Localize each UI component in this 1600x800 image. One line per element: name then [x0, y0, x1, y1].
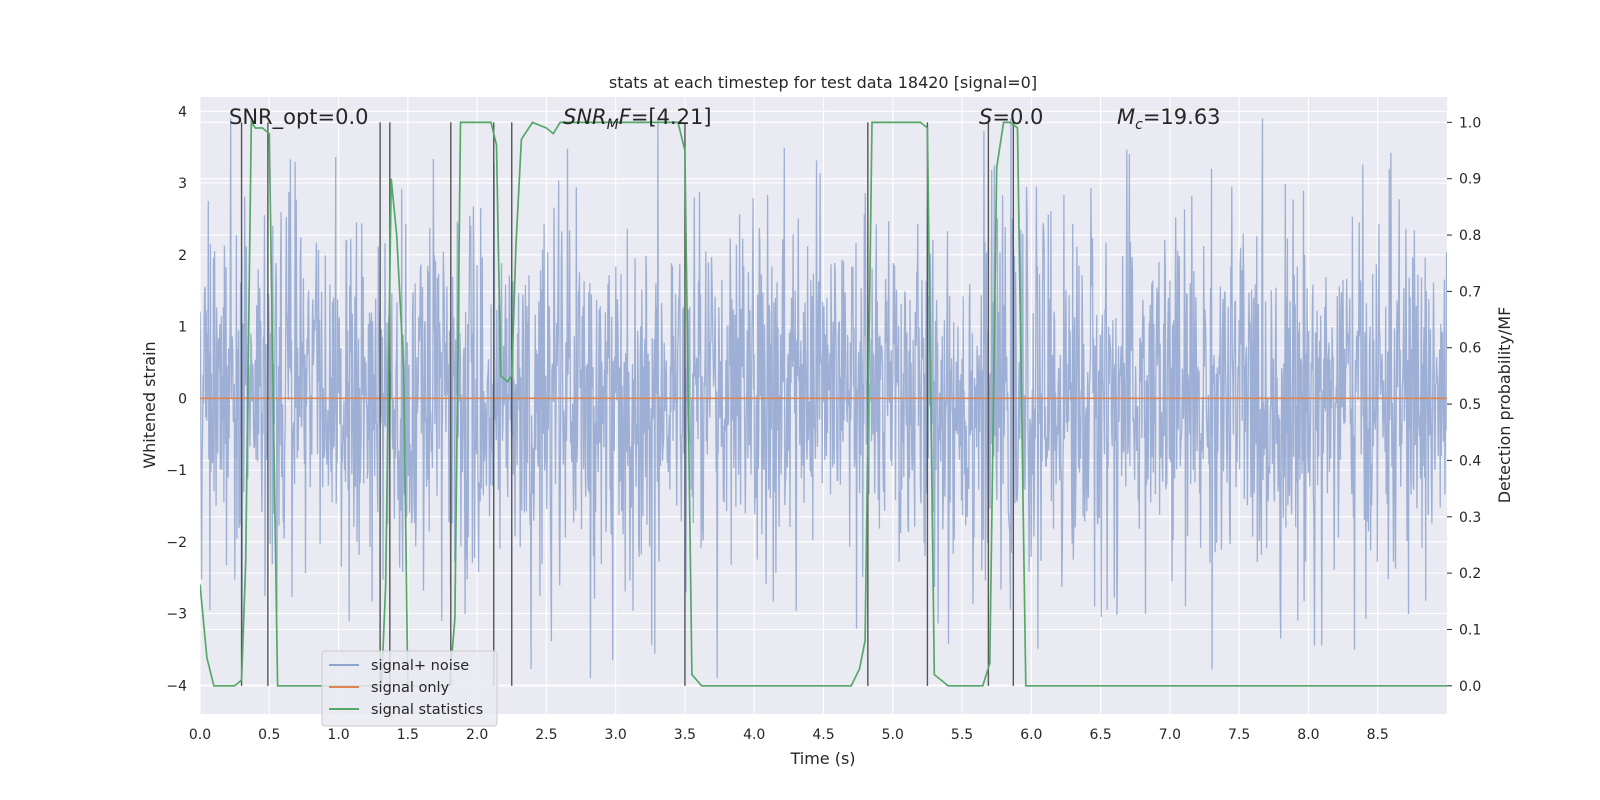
x-tick-label-8: 4.0 — [743, 727, 765, 743]
x-tick-label-4: 2.0 — [466, 727, 488, 743]
legend-label-signal-plus-noise: signal+ noise — [371, 658, 469, 674]
y-left-tick-label-7: −3 — [166, 607, 187, 623]
y-left-tick-label-2: 2 — [178, 248, 187, 264]
x-tick-label-10: 5.0 — [882, 727, 904, 743]
y-axis-right-ticks: 1.0 0.9 0.8 0.7 0.6 0.5 0.4 0.3 0.2 0.1 0.0 — [1447, 115, 1481, 695]
legend-label-signal-statistics: signal statistics — [371, 702, 483, 718]
x-tick-label-0: 0.0 — [189, 727, 211, 743]
y-right-tick-label-5: 0.5 — [1459, 397, 1481, 413]
series-signal-plus-noise — [200, 118, 1447, 679]
y-right-tick-label-0: 1.0 — [1459, 115, 1481, 131]
y-left-tick-label-0: 4 — [178, 104, 187, 120]
plot-area — [200, 118, 1447, 687]
y-right-tick-label-4: 0.6 — [1459, 341, 1481, 357]
y-axis-left-label: Whitened strain — [140, 341, 159, 468]
y-left-tick-label-1: 3 — [178, 176, 187, 192]
x-tick-label-3: 1.5 — [397, 727, 419, 743]
y-left-tick-label-6: −2 — [166, 535, 187, 551]
chart-title: stats at each timestep for test data 184… — [609, 73, 1037, 92]
x-tick-label-11: 5.5 — [951, 727, 973, 743]
y-right-tick-label-9: 0.1 — [1459, 622, 1481, 638]
y-left-tick-label-8: −4 — [166, 678, 187, 694]
annotation-s: S=0.0 — [979, 105, 1043, 129]
x-axis-ticks: 0.0 0.5 1.0 1.5 2.0 2.5 3.0 3.5 4.0 4.5 5.0 5.5 6.0 6… — [189, 727, 1389, 743]
annotation-mc: Mc=19.63 — [1117, 105, 1221, 133]
y-right-tick-label-7: 0.3 — [1459, 510, 1481, 526]
y-right-tick-label-10: 0.0 — [1459, 679, 1481, 695]
annotation-snr-mf: SNRMF=[4.21] — [563, 105, 712, 133]
legend: signal+ noise signal only signal statist… — [321, 650, 498, 727]
legend-box — [321, 650, 498, 727]
legend-label-signal-only: signal only — [371, 680, 450, 696]
y-left-tick-label-4: 0 — [178, 391, 187, 407]
y-right-tick-label-3: 0.7 — [1459, 284, 1481, 300]
x-tick-label-15: 7.5 — [1228, 727, 1250, 743]
vertical-markers — [240, 122, 1015, 686]
x-tick-label-16: 8.0 — [1297, 727, 1319, 743]
x-tick-label-13: 6.5 — [1089, 727, 1111, 743]
x-axis-label: Time (s) — [789, 749, 855, 768]
y-right-tick-label-2: 0.8 — [1459, 228, 1481, 244]
x-tick-label-9: 4.5 — [812, 727, 834, 743]
x-tick-label-17: 8.5 — [1367, 727, 1389, 743]
y-left-tick-label-5: −1 — [166, 463, 187, 479]
x-tick-label-12: 6.0 — [1020, 727, 1042, 743]
y-axis-right-label: Detection probability/MF — [1495, 307, 1514, 504]
y-right-tick-label-1: 0.9 — [1459, 172, 1481, 188]
y-axis-left-ticks: 4 3 2 1 0 −1 −2 −3 −4 — [166, 104, 187, 694]
y-right-tick-label-8: 0.2 — [1459, 566, 1481, 582]
x-tick-label-1: 0.5 — [258, 727, 280, 743]
y-left-tick-label-3: 1 — [178, 320, 187, 336]
x-tick-label-7: 3.5 — [674, 727, 696, 743]
x-tick-label-6: 3.0 — [605, 727, 627, 743]
x-tick-label-5: 2.5 — [535, 727, 557, 743]
series-signal-statistics — [200, 119, 1447, 687]
x-tick-label-2: 1.0 — [327, 727, 349, 743]
annotation-snr-opt: SNR_opt=0.0 — [229, 105, 369, 130]
y-right-tick-label-6: 0.4 — [1459, 453, 1481, 469]
x-tick-label-14: 7.0 — [1159, 727, 1181, 743]
